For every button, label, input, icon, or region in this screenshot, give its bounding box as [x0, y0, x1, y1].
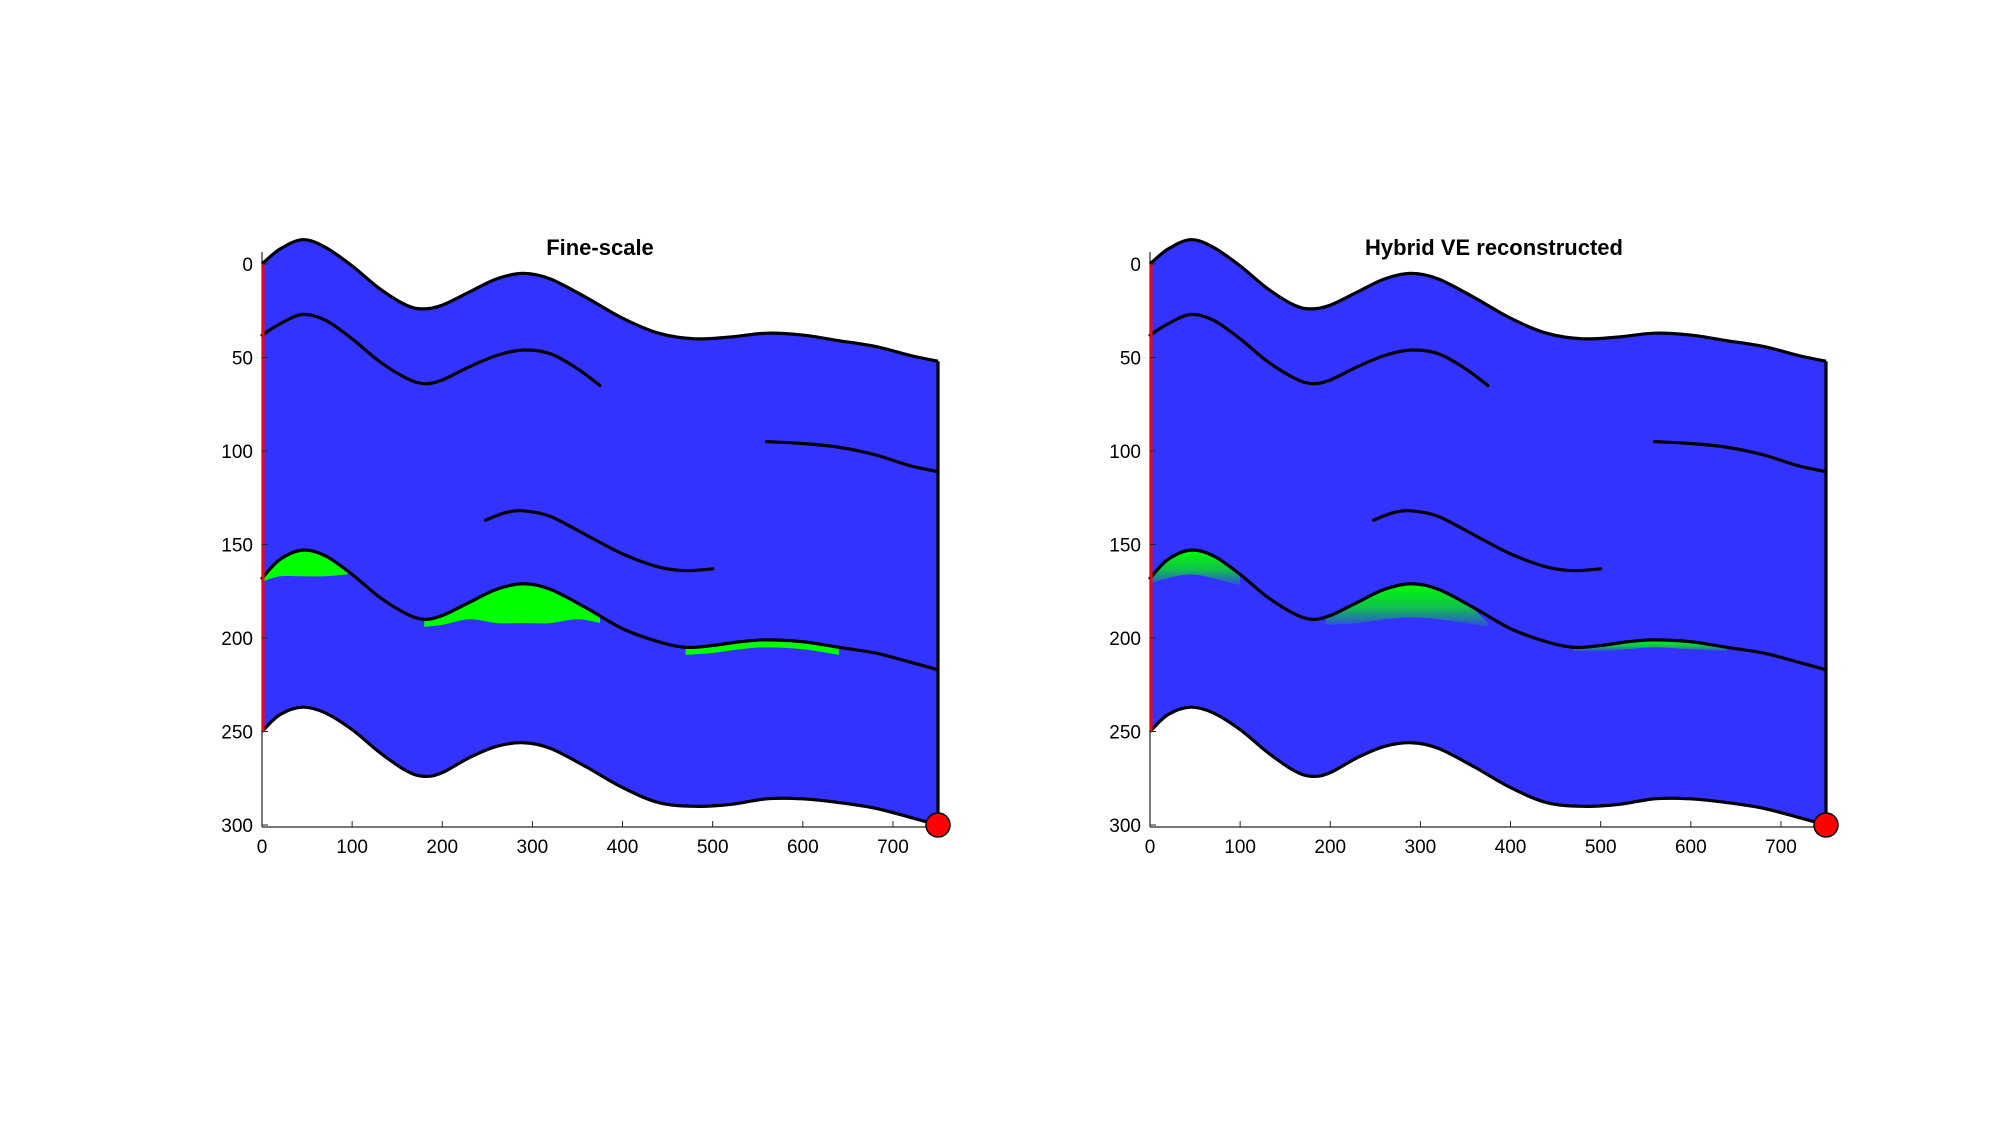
y-tick-label: 0	[1130, 255, 1141, 276]
y-tick-label: 200	[1109, 629, 1141, 650]
x-tick-label: 0	[257, 837, 268, 858]
horizon-line	[765, 440, 940, 474]
y-tick-label: 250	[221, 723, 253, 744]
top-surface	[260, 238, 939, 363]
y-tick-label: 0	[242, 255, 253, 276]
x-tick-label: 100	[336, 837, 368, 858]
horizon-line	[483, 509, 715, 573]
y-tick-label: 50	[1120, 349, 1141, 370]
y-tick-label: 150	[221, 536, 253, 557]
co2-plume	[685, 639, 839, 655]
y-tick-label: 200	[221, 629, 253, 650]
y-tick-label: 250	[1109, 723, 1141, 744]
reservoir-domain	[1150, 239, 1826, 825]
x-tick-label: 100	[1224, 837, 1256, 858]
title-fine-scale: Fine-scale	[546, 235, 654, 260]
x-tick-label: 300	[517, 837, 549, 858]
bottom-surface	[260, 705, 939, 827]
y-tick-label: 100	[221, 442, 253, 463]
reservoir-domain	[262, 239, 938, 825]
horizon-line	[1148, 312, 1490, 388]
x-tick-label: 600	[1675, 837, 1707, 858]
x-tick-label: 500	[1585, 837, 1617, 858]
bottom-surface	[1148, 705, 1827, 827]
y-tick-label: 50	[232, 349, 253, 370]
x-tick-label: 300	[1405, 837, 1437, 858]
well-marker	[925, 812, 951, 838]
horizon-line	[1148, 548, 1828, 672]
y-tick-label: 100	[1109, 442, 1141, 463]
x-tick-label: 500	[697, 837, 729, 858]
well-marker	[1813, 812, 1839, 838]
x-tick-label: 400	[607, 837, 639, 858]
horizon-line	[1371, 509, 1603, 573]
y-tick-label: 150	[1109, 536, 1141, 557]
y-tick-label: 300	[221, 816, 253, 837]
panel-hybrid-ve-reconstructed: Hybrid VE reconstructed 0 100 200 300 400 500…	[1109, 235, 1839, 858]
panel-fine-scale: Fine-scale 0 100 200 300 400 500 600 700 0 50 100 1…	[221, 235, 951, 858]
x-tick-label: 200	[1314, 837, 1346, 858]
y-tick-label: 300	[1109, 816, 1141, 837]
x-tick-label: 600	[787, 837, 819, 858]
x-tick-label: 400	[1495, 837, 1527, 858]
horizon-line	[260, 312, 602, 388]
top-surface	[1148, 238, 1827, 363]
co2-plume	[424, 583, 600, 627]
horizon-line	[1653, 440, 1828, 474]
x-tick-label: 700	[877, 837, 909, 858]
title-hybrid-ve-reconstructed: Hybrid VE reconstructed	[1365, 235, 1623, 260]
x-tick-label: 0	[1145, 837, 1156, 858]
x-tick-label: 200	[426, 837, 458, 858]
x-tick-label: 700	[1765, 837, 1797, 858]
horizon-line	[260, 548, 940, 672]
